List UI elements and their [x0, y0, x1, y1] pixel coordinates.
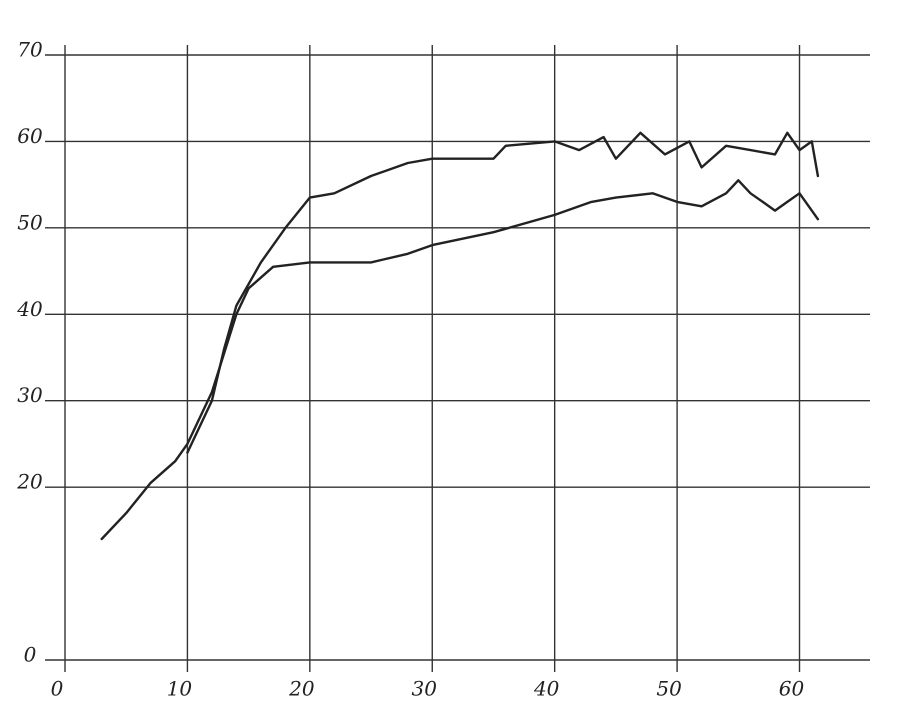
y-tick-label: 0 [24, 643, 37, 667]
x-tick-label: 50 [656, 677, 682, 701]
y-tick-label: 20 [16, 470, 43, 494]
y-tick-label: 60 [17, 124, 43, 148]
x-tick-label: 0 [51, 677, 64, 701]
x-tick-label: 30 [412, 677, 438, 701]
x-tick-label: 20 [288, 677, 315, 701]
y-tick-label: 30 [17, 383, 43, 407]
x-tick-label: 60 [779, 677, 805, 701]
x-tick-label: 10 [167, 677, 193, 701]
y-tick-label: 70 [17, 38, 43, 62]
y-tick-label: 50 [17, 210, 43, 234]
chart: 0 20 30 40 50 60 70 0 10 20 30 40 50 60 [0, 0, 919, 712]
y-tick-label: 40 [16, 297, 43, 321]
data-line [102, 180, 818, 539]
x-tick-label: 40 [533, 677, 560, 701]
data-line [187, 133, 818, 453]
